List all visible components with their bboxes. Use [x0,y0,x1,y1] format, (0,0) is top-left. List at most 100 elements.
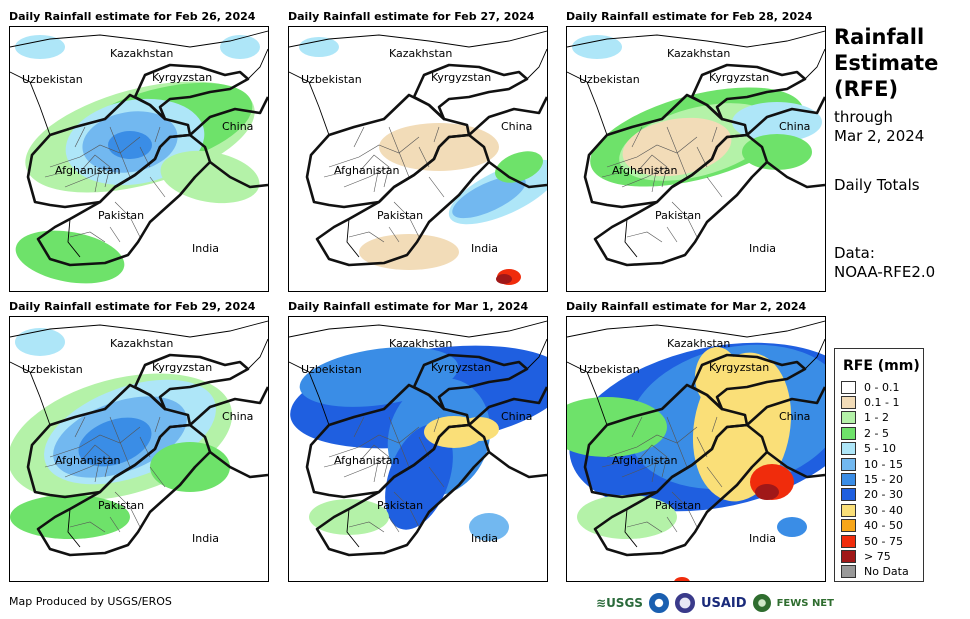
map-label-pakistan: Pakistan [98,499,145,512]
province-boundary [671,201,698,238]
province-boundary [393,201,420,238]
province-boundary [154,126,161,143]
legend-swatch [841,457,856,471]
country-boundary [567,320,825,338]
province-boundary [601,461,623,468]
country-boundary [567,361,608,426]
country-boundary-thick [690,63,807,121]
rainfall-map-graphic [567,320,825,581]
province-boundary [79,154,111,188]
province-boundary [49,136,141,168]
map-label-afghanistan: Afghanistan [55,164,121,177]
country-boundary-thick [690,353,807,411]
legend-item: 20 - 30 [841,488,903,502]
province-boundary [149,466,166,488]
province-boundary [428,176,445,198]
province-boundary [323,171,345,178]
map-label-uzbekistan: Uzbekistan [22,363,83,376]
usgs-logo: ≋USGS [596,596,643,610]
legend-label: 1 - 2 [864,411,889,425]
province-boundary [328,136,420,168]
country-boundary-thick [488,450,547,479]
legend-item: 1 - 2 [841,411,889,425]
panel-title-mar1: Daily Rainfall estimate for Mar 1, 2024 [288,300,529,313]
legend-swatch [841,549,856,563]
map-label-china: China [779,410,811,423]
rainfall-area [150,442,230,492]
map-label-kyrgyzstan: Kyrgyzstan [709,361,770,374]
rainfall-map-graphic [289,320,547,557]
side-through: through [834,108,893,126]
map-label-india: India [192,532,219,545]
legend-swatch [841,472,856,486]
country-boundary-thick [36,423,212,557]
province-boundary [154,416,161,433]
province-boundary [64,456,111,478]
province-boundary [651,456,658,483]
province-boundary [671,491,698,528]
map-label-afghanistan: Afghanistan [334,454,400,467]
country-boundary-thick [746,96,825,136]
province-boundary [373,456,380,483]
map-label-uzbekistan: Uzbekistan [301,73,362,86]
country-boundary [624,508,638,548]
country-boundary [567,71,608,136]
map-label-kazakhstan: Kazakhstan [110,337,174,350]
legend-label: 0.1 - 1 [864,395,900,409]
legend-swatch [841,534,856,548]
legend-item: > 75 [841,549,891,563]
map-feb26: Kazakhstan Uzbekistan Kyrgyzstan China Afgha… [9,26,269,292]
legend-swatch [841,442,856,456]
map-mar1: Kazakhstan Uzbekistan Kyrgyzstan China Afgha… [288,316,548,582]
country-boundary-thick [209,160,268,189]
country-boundary [289,71,330,136]
legend-label: 15 - 20 [864,472,903,486]
province-boundary [711,416,718,433]
side-data-source: NOAA-RFE2.0 [834,263,936,281]
province-boundary [433,126,440,143]
legend-item: 50 - 75 [841,534,903,548]
province-boundary [94,166,101,193]
country-boundary [289,361,330,426]
country-boundary [10,71,51,136]
country-boundary [289,30,547,48]
rainfall-area [572,35,622,59]
province-boundary [69,231,106,243]
province-boundary [328,426,420,458]
province-boundary [74,126,86,148]
country-boundary-thick [189,386,268,426]
country-boundary [247,338,268,370]
map-label-kazakhstan: Kazakhstan [389,47,453,60]
country-boundary-thick [315,133,491,267]
province-boundary [109,416,131,468]
province-boundary [433,416,440,433]
legend-label: 30 - 40 [864,503,903,517]
province-boundary [114,491,141,528]
rainfall-area [469,513,509,541]
map-label-india: India [471,242,498,255]
map-label-uzbekistan: Uzbekistan [301,363,362,376]
rainfall-area [459,417,499,441]
rainfall-area [15,328,65,356]
country-boundary-thick [209,450,268,479]
country-boundary-thick [189,96,268,136]
legend-item: 2 - 5 [841,426,889,440]
country-boundary-thick [468,386,547,426]
side-daily-totals: Daily Totals [834,176,920,194]
country-boundary-thick [468,96,547,136]
map-label-china: China [222,410,254,423]
province-boundary [388,516,400,533]
legend-swatch [841,519,856,533]
province-boundary [651,166,658,193]
province-boundary [79,444,111,478]
rainfall-area [15,35,65,59]
country-boundary [67,508,81,548]
noaa-logo-icon [648,593,669,613]
map-label-afghanistan: Afghanistan [55,454,121,467]
map-label-india: India [471,532,498,545]
map-feb29: Kazakhstan Uzbekistan Kyrgyzstan China Afgha… [9,316,269,582]
rainfall-map-graphic [289,30,547,285]
province-boundary [393,491,420,528]
side-title-line2: Estimate [834,51,939,75]
fews-globe-icon [752,594,771,612]
